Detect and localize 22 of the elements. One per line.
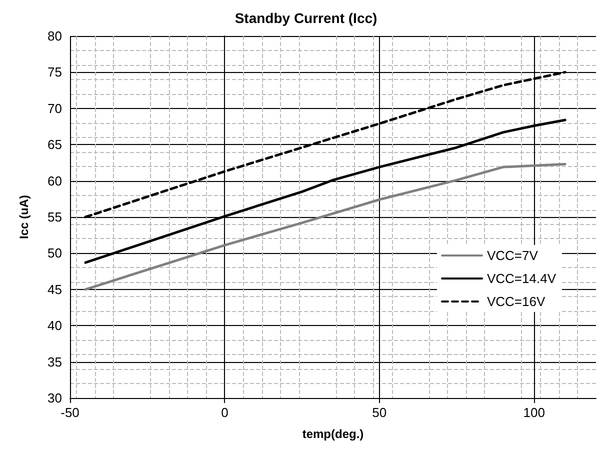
y-tick-label: 35 [48,354,62,370]
y-tick-label: 65 [48,137,62,152]
x-tick-label: 0 [221,405,228,420]
y-tick-label: 75 [48,64,62,80]
y-tick-label: 45 [48,282,62,297]
y-tick-label: 60 [48,173,62,188]
y-tick-label: 50 [48,246,62,261]
x-tick-label: -50 [60,405,80,420]
y-axis-title: Icc (uA) [17,194,31,240]
line-series [84,162,566,291]
x-tick-label: 100 [523,405,545,420]
y-tick-label: 80 [48,28,62,44]
chart-title: Standby Current (Icc) [234,10,378,26]
x-tick-label: 50 [372,405,387,420]
y-tick-label: 55 [48,210,62,224]
x-axis-title: temp(deg.) [302,427,364,441]
y-tick-label: 70 [48,100,62,116]
y-tick-label: 40 [48,318,62,334]
legend-label: VCC=16V [486,294,546,309]
legend-label: VCC=14.4V [486,271,556,286]
y-tick-label: 30 [48,390,62,406]
legend-label: VCC=7V [486,248,538,263]
